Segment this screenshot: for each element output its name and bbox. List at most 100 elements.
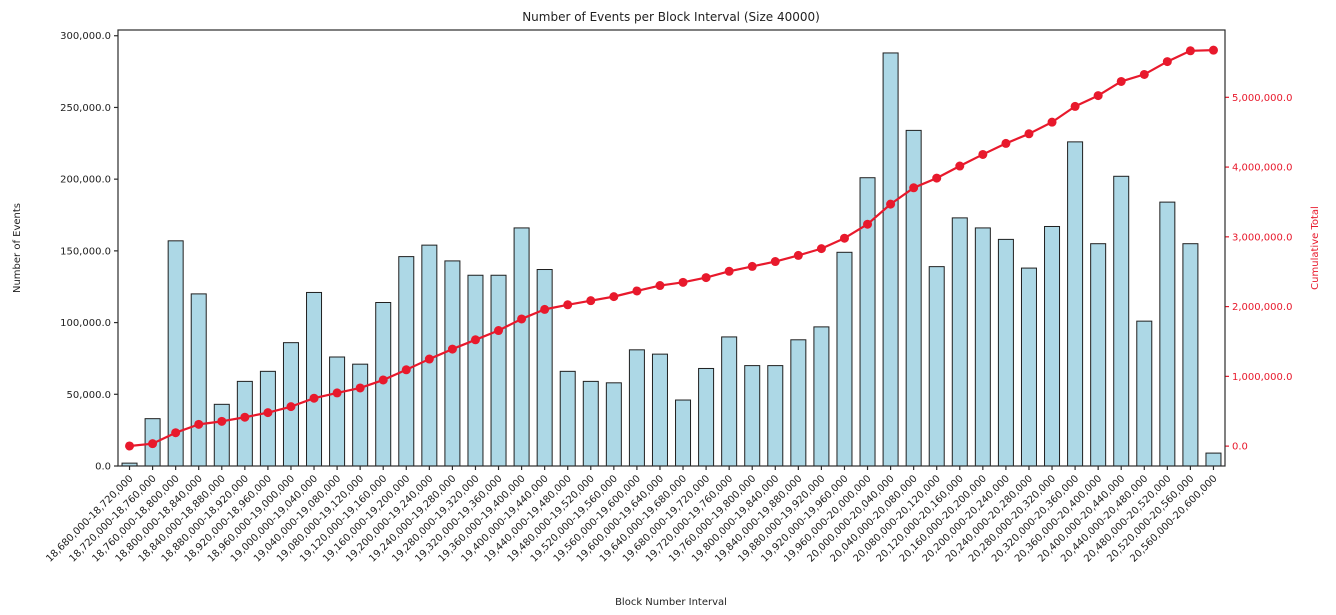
bars-group [121, 52, 1222, 467]
bar [236, 380, 253, 467]
cumulative-point [1185, 46, 1195, 56]
left-axis-tick-label: 150,000.0 [60, 246, 111, 257]
bar [513, 227, 530, 467]
bar [259, 370, 276, 467]
bar [306, 291, 323, 467]
cumulative-point [978, 149, 988, 159]
cumulative-point [447, 344, 457, 354]
cumulative-point [1139, 69, 1149, 79]
y-axis-label-left: Number of Events [12, 203, 23, 293]
bar [1090, 243, 1107, 467]
bar [490, 274, 507, 467]
cumulative-point [125, 441, 135, 451]
bar [651, 353, 668, 467]
bar [213, 403, 230, 467]
bar [951, 217, 968, 467]
cumulative-point [1162, 57, 1172, 67]
cumulative-point [793, 250, 803, 260]
cumulative-point [194, 419, 204, 429]
bar [813, 326, 830, 467]
cumulative-point [886, 199, 896, 209]
cumulative-point [655, 281, 665, 291]
cumulative-point [839, 233, 849, 243]
x-axis-label: Block Number Interval [615, 597, 727, 608]
cumulative-point [378, 375, 388, 385]
cumulative-point [863, 219, 873, 229]
left-axis-ticks-group: 0.0 50,000.0 100,000.0 150,000.0 200,000.0 25… [60, 31, 118, 473]
bar [744, 365, 761, 467]
cumulative-point [563, 300, 573, 310]
bar [698, 367, 715, 467]
bar [190, 293, 207, 467]
bar [1067, 141, 1084, 467]
bar [1044, 225, 1061, 467]
cumulative-point [401, 365, 411, 375]
cumulative-point [540, 304, 550, 314]
cumulative-point [517, 314, 527, 324]
bar [605, 382, 622, 467]
bar [628, 349, 645, 467]
cumulative-point [332, 388, 342, 398]
bar [398, 256, 415, 467]
cumulative-point [955, 161, 965, 171]
bar [329, 356, 346, 467]
bar [352, 363, 369, 467]
cumulative-point [355, 383, 365, 393]
bar [1159, 201, 1176, 467]
cumulative-point [909, 183, 919, 193]
cumulative-point [1116, 76, 1126, 86]
bar [444, 260, 461, 467]
bar [974, 227, 991, 467]
cumulative-point [171, 428, 181, 438]
cumulative-point [747, 261, 757, 271]
bar [1136, 320, 1153, 467]
cumulative-point [1070, 101, 1080, 111]
cumulative-point [678, 277, 688, 287]
cumulative-point [609, 292, 619, 302]
bar [1205, 452, 1222, 467]
cumulative-point [1024, 129, 1034, 139]
cumulative-point [148, 439, 158, 449]
bar [882, 52, 899, 467]
left-axis-tick-label: 250,000.0 [60, 103, 111, 114]
bar [675, 399, 692, 467]
cumulative-point [724, 266, 734, 276]
cumulative-point [1047, 117, 1057, 127]
y-axis-label-right: Cumulative Total [1310, 206, 1321, 290]
cumulative-point [770, 257, 780, 267]
right-axis-tick-label: 0.0 [1232, 442, 1248, 453]
bar [997, 238, 1014, 467]
bar [928, 266, 945, 467]
bar [1020, 267, 1037, 467]
bar [790, 339, 807, 467]
right-axis-tick-label: 3,000,000.0 [1232, 232, 1292, 243]
bar [582, 380, 599, 467]
right-axis-ticks-group: 0.0 1,000,000.0 2,000,000.0 3,000,000.0 4,00… [1225, 93, 1292, 453]
cumulative-point [586, 296, 596, 306]
right-axis-tick-label: 4,000,000.0 [1232, 163, 1292, 174]
cumulative-point [263, 408, 273, 418]
left-axis-tick-label: 50,000.0 [66, 390, 111, 401]
cumulative-point [309, 393, 319, 403]
x-axis-ticks-group: 18,680,000-18,720,00018,720,000-18,760,0… [44, 466, 1220, 565]
bar [1182, 243, 1199, 467]
bar [905, 129, 922, 467]
cumulative-point [701, 273, 711, 283]
cumulative-line-group [125, 45, 1218, 451]
cumulative-point [1093, 91, 1103, 101]
left-axis-tick-label: 0.0 [95, 462, 111, 473]
cumulative-point [632, 286, 642, 296]
bar [536, 269, 553, 467]
cumulative-point [217, 416, 227, 426]
chart-title: Number of Events per Block Interval (Siz… [522, 10, 820, 24]
bar [721, 336, 738, 467]
cumulative-point [494, 326, 504, 336]
cumulative-point [1208, 45, 1218, 55]
left-axis-tick-label: 100,000.0 [60, 318, 111, 329]
cumulative-point [240, 412, 250, 422]
bar [836, 251, 853, 467]
cumulative-point [424, 354, 434, 364]
cumulative-point [932, 173, 942, 183]
plot-border [117, 29, 1226, 467]
